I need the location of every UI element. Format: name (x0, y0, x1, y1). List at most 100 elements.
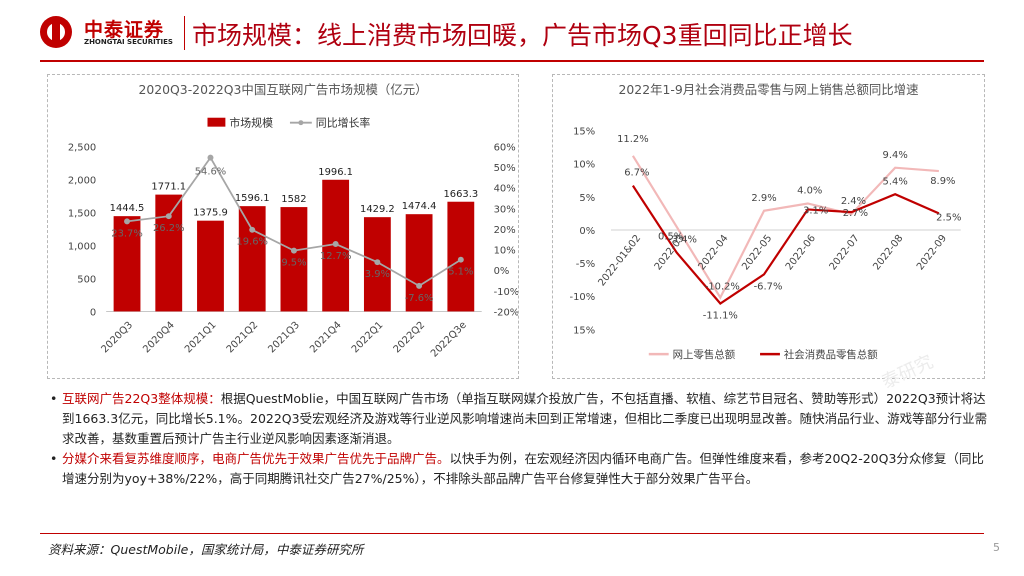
bar (113, 216, 141, 312)
legend-swatch-bar (207, 117, 226, 127)
source-note: 资料来源：QuestMobile，国家统计局，中泰证券研究所 (48, 542, 364, 557)
total-retail-label: -3.4% (668, 235, 697, 246)
bullet-list: • 互联网广告22Q3整体规模：根据QuestMoblie，中国互联网广告市场（… (48, 389, 988, 489)
y-tick-label: 1,500 (68, 208, 96, 219)
bullet-dot: • (50, 391, 58, 406)
bar (238, 206, 266, 312)
bullet-text: 以快手为例，在宏观经济因内循环电商广告。但弹性维度来看，参考20Q2-20Q3分… (62, 451, 984, 486)
y2-tick-label: 60% (494, 143, 516, 154)
header-rule (40, 60, 984, 62)
online-retail-label: 9.4% (883, 150, 908, 161)
bar-value-label: 1582 (281, 194, 306, 205)
online-retail-label: 2.4% (841, 196, 866, 207)
x-tick-label: 2022Q2 (392, 320, 428, 356)
online-retail-label: -10.2% (705, 282, 740, 293)
bullet-heading: 互联网广告22Q3整体规模： (62, 391, 221, 406)
growth-rate-point (457, 256, 464, 263)
growth-rate-label: 12.7% (320, 251, 352, 262)
bullet-point: • 互联网广告22Q3整体规模：根据QuestMoblie，中国互联网广告市场（… (48, 389, 988, 449)
retail-growth-chart: 2022年1-9月社会消费品零售与网上销售总额同比增速 15% 10% 5% 0% -5%… (570, 82, 962, 361)
retail-growth-chart-panel: 2022年1-9月社会消费品零售与网上销售总额同比增速 15% 10% 5% 0% -5%… (552, 74, 985, 379)
bar-value-label: 1444.5 (110, 203, 145, 214)
growth-rate-label: 3.9% (365, 269, 390, 280)
growth-rate-point (332, 241, 339, 248)
bullet-heading: 分媒介来看复苏维度顺序，电商广告优先于效果广告优先于品牌广告。 (62, 451, 450, 466)
x-tick-label: 2022-01&02 (596, 233, 643, 288)
footer-rule (40, 533, 984, 534)
x-tick-label: 2021Q4 (308, 320, 344, 356)
growth-rate-label: 26.2% (153, 223, 185, 234)
growth-rate-label: 54.6% (195, 167, 227, 178)
legend-label-bar: 市场规模 (229, 116, 273, 130)
ad-market-chart-panel: 2020Q3-2022Q3中国互联网广告市场规模（亿元） 市场规模 同比增长率 0 50… (47, 74, 519, 379)
total-retail-label: -11.1% (703, 310, 738, 321)
y2-tick-label: -20% (494, 307, 518, 318)
x-tick-label: 2022-08 (871, 233, 905, 272)
bar-value-label: 1996.1 (318, 167, 353, 178)
y-tick-label: 10% (573, 160, 595, 171)
x-tick-label: 2021Q3 (266, 320, 302, 356)
y2-tick-label: 30% (494, 204, 516, 215)
bullet-point: • 分媒介来看复苏维度顺序，电商广告优先于效果广告优先于品牌广告。以快手为例，在… (48, 449, 988, 489)
growth-rate-point (249, 226, 256, 233)
company-logo: 中泰证券 ZHONGTAI SECURITIES (40, 14, 180, 50)
legend-marker-line (298, 120, 304, 126)
y-tick-label: -10% (570, 292, 596, 303)
growth-rate-point (207, 154, 214, 161)
y-tick-label: 2,000 (68, 175, 96, 186)
y-tick-label: 0 (90, 307, 96, 318)
bar-value-label: 1474.4 (402, 201, 437, 212)
total-retail-label: 2.5% (936, 212, 961, 223)
bullet-text: 根据QuestMoblie，中国互联网广告市场（单指互联网媒介投放广告，不包括直… (62, 391, 988, 446)
online-retail-label: 4.0% (797, 186, 822, 197)
bar-value-label: 1771.1 (151, 182, 186, 193)
x-tick-label: 2020Q3 (99, 320, 135, 356)
page-title: 市场规模：线上消费市场回暖，广告市场Q3重回同比正增长 (192, 21, 853, 50)
total-retail-label: -6.7% (754, 281, 783, 292)
bar (447, 201, 475, 312)
x-tick-label: 2022-04 (696, 233, 730, 272)
growth-rate-label: 19.6% (236, 237, 268, 248)
x-tick-label: 2021Q2 (225, 320, 261, 356)
x-tick-label: 2022Q3e (429, 320, 469, 360)
x-tick-label: 2022-07 (828, 233, 862, 272)
y-tick-label: 0% (579, 226, 595, 237)
y2-tick-label: 20% (494, 225, 516, 236)
y2-tick-label: 0% (494, 266, 510, 277)
y-tick-label: 500 (77, 274, 96, 285)
growth-rate-point (416, 282, 423, 289)
logo-name-en: ZHONGTAI SECURITIES (84, 38, 173, 46)
legend-label-total: 社会消费品零售总额 (784, 348, 878, 361)
bar-value-label: 1663.3 (443, 189, 478, 200)
total-retail-label: 5.4% (883, 176, 908, 187)
online-retail-label: 11.2% (617, 134, 649, 145)
total-retail-label: 3.1% (803, 205, 828, 216)
growth-rate-label: 23.7% (111, 228, 143, 239)
y-tick-label: 15% (573, 127, 595, 138)
y-tick-label: 15% (573, 325, 595, 336)
x-tick-label: 2022Q1 (350, 320, 386, 356)
y2-tick-label: 10% (494, 246, 516, 257)
bar-value-label: 1375.9 (193, 208, 228, 219)
online-retail-label: 0.5% (658, 232, 683, 243)
bar-value-label: 1596.1 (235, 193, 270, 204)
online-retail-line (631, 155, 939, 300)
x-tick-label: 2022-09 (915, 233, 949, 272)
x-tick-label: 2021Q1 (183, 320, 219, 356)
y2-tick-label: -10% (494, 287, 518, 298)
chart-title: 2022年1-9月社会消费品零售与网上销售总额同比增速 (619, 82, 919, 97)
bar (405, 214, 433, 312)
header-divider (184, 16, 185, 50)
total-retail-label: 2.7% (843, 208, 868, 219)
bar-value-label: 1429.2 (360, 204, 395, 215)
y-tick-label: -5% (576, 259, 595, 270)
ad-market-chart: 2020Q3-2022Q3中国互联网广告市场规模（亿元） 市场规模 同比增长率 0 50… (68, 82, 518, 360)
x-tick-label: 2020Q4 (141, 320, 177, 356)
legend-label-line: 同比增长率 (316, 116, 371, 130)
online-retail-label: 2.9% (751, 193, 776, 204)
growth-rate-label: 9.5% (281, 258, 306, 269)
logo-mark-icon (40, 16, 72, 48)
legend-label-online: 网上零售总额 (673, 348, 736, 361)
y2-tick-label: 40% (494, 184, 516, 195)
chart-title: 2020Q3-2022Q3中国互联网广告市场规模（亿元） (138, 82, 427, 97)
